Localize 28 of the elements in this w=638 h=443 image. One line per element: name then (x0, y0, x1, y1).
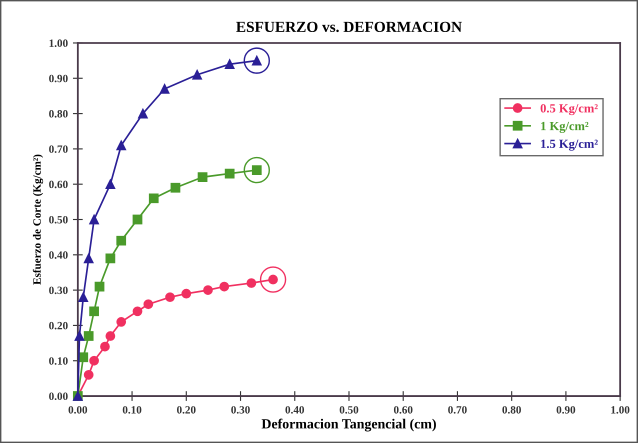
y-tick-label: 0.10 (49, 357, 68, 365)
y-tick-label: 0.80 (49, 110, 68, 118)
y-tick-label: 0.30 (49, 286, 68, 294)
legend-label: 0.5 Kg/cm² (540, 104, 598, 116)
x-tick-label: 0.20 (176, 406, 196, 414)
y-tick-label: 0.40 (49, 251, 68, 259)
chart-title: ESFUERZO vs. DEFORMACION (236, 22, 462, 32)
x-tick-label: 0.00 (68, 406, 88, 414)
x-tick-label: 0.60 (394, 406, 413, 414)
y-axis-title: Esfuerzo de Corte (Kg/cm²) (32, 154, 44, 285)
y-tick-label: 0.90 (49, 74, 68, 82)
y-tick-label: 0.70 (49, 145, 68, 153)
x-tick-label: 0.90 (556, 406, 576, 414)
x-tick-label: 0.40 (285, 406, 304, 414)
x-tick-label: 0.50 (340, 406, 358, 414)
y-tick-label: 0.60 (49, 180, 68, 188)
y-tick-label: 1.00 (50, 39, 68, 47)
x-axis-title: Deformacion Tangencial (cm) (262, 418, 436, 432)
x-tick-label: 1.00 (611, 406, 630, 414)
y-tick-label: 0.20 (49, 322, 68, 330)
x-tick-label: 0.80 (502, 406, 521, 414)
legend-label: 1 Kg/cm² (541, 122, 588, 133)
x-tick-label: 0.10 (122, 406, 142, 414)
x-tick-label: 0.30 (231, 406, 250, 414)
legend-label: 1.5 Kg/cm² (541, 140, 598, 151)
x-tick-label: 0.70 (448, 406, 467, 414)
y-tick-label: 0.00 (49, 392, 68, 400)
y-tick-label: 0.50 (49, 216, 68, 224)
